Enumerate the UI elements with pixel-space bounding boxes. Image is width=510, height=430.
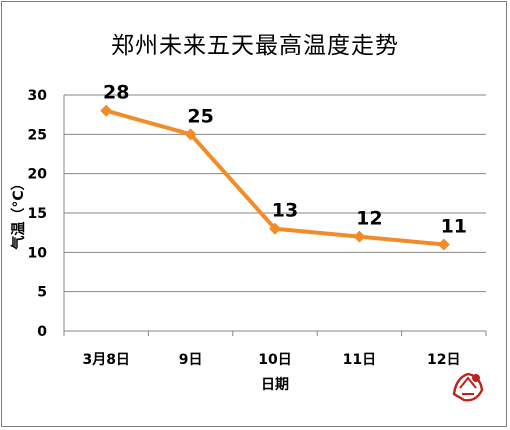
data-label: 12	[356, 208, 382, 230]
x-tick-label: 3月8日	[82, 352, 129, 368]
chart-title: 郑州未来五天最高温度走势	[111, 33, 399, 59]
data-label: 13	[272, 200, 298, 222]
y-tick-label: 5	[37, 285, 47, 301]
data-point-marker	[437, 238, 450, 251]
y-axis-title: 气温（°C）	[10, 176, 27, 250]
y-tick-label: 25	[28, 127, 47, 143]
data-label: 28	[103, 82, 129, 104]
y-tick-label: 30	[28, 88, 48, 104]
x-axis-title: 日期	[261, 377, 289, 393]
x-tick-label: 10日	[258, 352, 291, 368]
weather-logo-stamp	[446, 364, 490, 408]
y-tick-label: 0	[37, 324, 47, 340]
data-label: 25	[187, 105, 213, 127]
y-tick-label: 20	[28, 167, 48, 183]
x-tick-label: 12日	[427, 352, 460, 368]
x-tick-label: 9日	[179, 352, 203, 368]
y-tick-label: 10	[28, 245, 48, 261]
y-tick-label: 15	[28, 206, 47, 222]
x-tick-label: 11日	[343, 352, 376, 368]
data-point-marker	[269, 222, 281, 235]
data-point-marker	[353, 230, 366, 243]
data-point-marker	[100, 104, 113, 117]
data-label: 11	[441, 215, 467, 237]
data-point-marker	[184, 128, 197, 141]
